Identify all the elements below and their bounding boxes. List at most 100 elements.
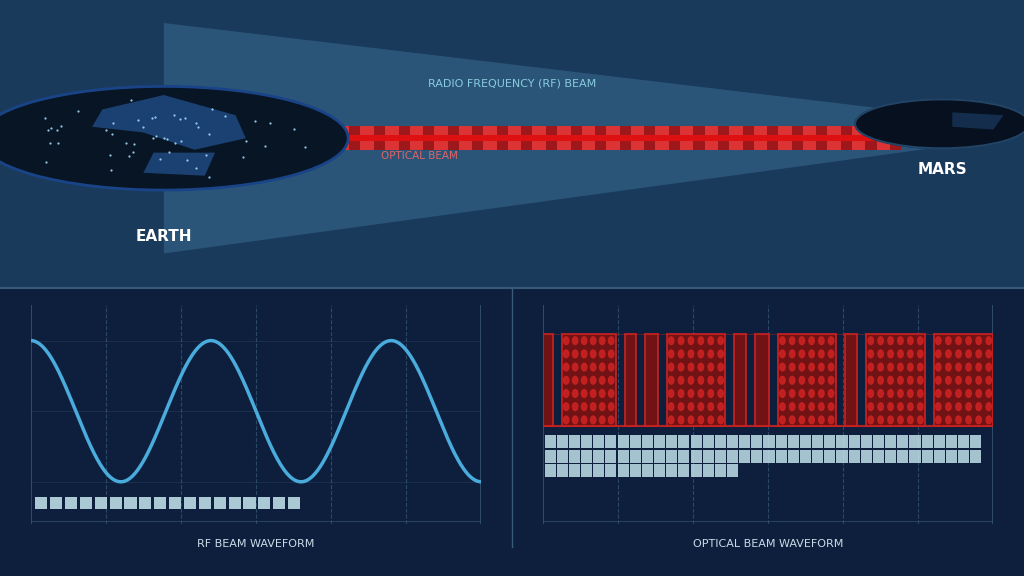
Circle shape <box>955 350 962 358</box>
Circle shape <box>868 416 873 424</box>
Circle shape <box>799 403 805 411</box>
Bar <box>65 497 77 509</box>
Circle shape <box>799 377 805 384</box>
Bar <box>625 334 637 426</box>
Polygon shape <box>952 112 1004 130</box>
Circle shape <box>818 337 824 344</box>
Circle shape <box>572 363 578 371</box>
Circle shape <box>918 337 923 344</box>
Circle shape <box>591 377 596 384</box>
Circle shape <box>888 377 893 384</box>
Bar <box>727 435 738 448</box>
Text: RF BEAM WAVEFORM: RF BEAM WAVEFORM <box>198 539 314 550</box>
Bar <box>752 450 762 463</box>
Circle shape <box>591 403 596 411</box>
Circle shape <box>608 389 614 397</box>
Circle shape <box>868 363 873 371</box>
Circle shape <box>888 416 893 424</box>
Circle shape <box>976 337 981 344</box>
Bar <box>715 464 726 477</box>
Circle shape <box>599 363 605 371</box>
Bar <box>715 450 726 463</box>
Circle shape <box>809 363 814 371</box>
Circle shape <box>936 389 941 397</box>
Bar <box>228 497 241 509</box>
Bar <box>642 464 653 477</box>
Bar <box>787 435 799 448</box>
Circle shape <box>818 389 824 397</box>
Circle shape <box>572 350 578 358</box>
Bar <box>861 435 871 448</box>
Text: EARTH: EARTH <box>135 229 193 244</box>
Circle shape <box>678 416 684 424</box>
Circle shape <box>678 363 684 371</box>
Circle shape <box>608 350 614 358</box>
Text: OPTICAL BEAM: OPTICAL BEAM <box>381 150 459 161</box>
Circle shape <box>591 337 596 344</box>
Bar <box>922 450 933 463</box>
Bar <box>837 450 848 463</box>
Bar <box>764 435 774 448</box>
Circle shape <box>907 337 913 344</box>
Circle shape <box>868 403 873 411</box>
Circle shape <box>966 363 972 371</box>
Bar <box>824 435 836 448</box>
Bar <box>164 126 177 150</box>
Circle shape <box>946 363 951 371</box>
Circle shape <box>688 337 693 344</box>
Text: RADIO FREQUENCY (RF) BEAM: RADIO FREQUENCY (RF) BEAM <box>428 78 596 89</box>
Circle shape <box>779 389 785 397</box>
Circle shape <box>790 350 795 358</box>
Bar <box>667 450 677 463</box>
Circle shape <box>898 337 903 344</box>
Bar <box>852 126 865 150</box>
Bar <box>727 450 738 463</box>
Bar <box>827 126 841 150</box>
Circle shape <box>669 363 674 371</box>
Bar <box>667 464 677 477</box>
Bar <box>557 126 570 150</box>
Bar <box>645 334 657 426</box>
Bar <box>288 497 300 509</box>
Bar <box>678 450 689 463</box>
Bar <box>287 126 300 150</box>
Circle shape <box>563 377 569 384</box>
Bar <box>545 464 556 477</box>
Bar <box>557 435 567 448</box>
Circle shape <box>669 350 674 358</box>
Circle shape <box>708 416 714 424</box>
Bar <box>262 126 275 150</box>
Bar <box>812 450 823 463</box>
Circle shape <box>986 363 991 371</box>
Circle shape <box>563 350 569 358</box>
Text: OPTICAL BEAM WAVEFORM: OPTICAL BEAM WAVEFORM <box>693 539 843 550</box>
Circle shape <box>779 377 785 384</box>
Bar <box>545 450 556 463</box>
Text: MARS: MARS <box>918 162 967 177</box>
Bar <box>605 450 616 463</box>
Bar <box>787 450 799 463</box>
Circle shape <box>572 337 578 344</box>
Circle shape <box>799 363 805 371</box>
Circle shape <box>563 403 569 411</box>
Circle shape <box>779 416 785 424</box>
Circle shape <box>718 377 723 384</box>
Bar <box>630 435 641 448</box>
Bar <box>690 450 701 463</box>
Bar <box>756 334 769 426</box>
Bar <box>885 450 896 463</box>
Bar <box>654 450 665 463</box>
Circle shape <box>918 416 923 424</box>
Circle shape <box>888 403 893 411</box>
Bar <box>971 450 981 463</box>
Bar <box>188 126 202 150</box>
Circle shape <box>799 416 805 424</box>
Circle shape <box>898 389 903 397</box>
Circle shape <box>698 403 703 411</box>
Circle shape <box>868 389 873 397</box>
Bar <box>690 464 701 477</box>
Circle shape <box>608 377 614 384</box>
Bar <box>934 435 945 448</box>
Circle shape <box>718 337 723 344</box>
Circle shape <box>898 377 903 384</box>
